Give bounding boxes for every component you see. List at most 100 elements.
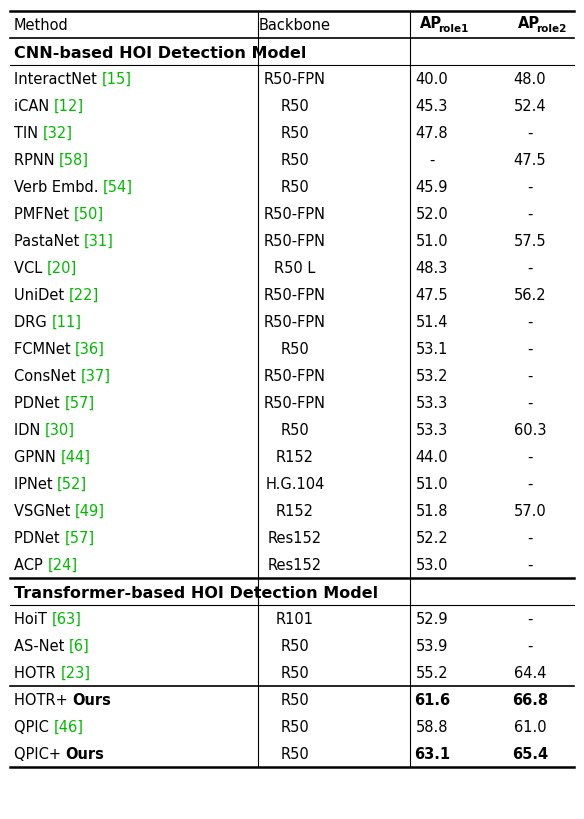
Text: [37]: [37] xyxy=(81,369,110,383)
Text: R50: R50 xyxy=(281,638,310,654)
Text: 45.9: 45.9 xyxy=(416,180,449,195)
Text: Ours: Ours xyxy=(72,692,111,707)
Text: R50: R50 xyxy=(281,423,310,437)
Text: PMFNet: PMFNet xyxy=(14,206,74,222)
Text: iCAN: iCAN xyxy=(14,99,54,114)
Text: VSGNet: VSGNet xyxy=(14,504,75,518)
Text: [12]: [12] xyxy=(54,99,84,114)
Text: ACP: ACP xyxy=(14,557,47,572)
Text: PDNet: PDNet xyxy=(14,531,64,545)
Text: 57.0: 57.0 xyxy=(513,504,547,518)
Text: 52.9: 52.9 xyxy=(416,611,449,627)
Text: IPNet: IPNet xyxy=(14,477,57,491)
Text: AP: AP xyxy=(420,16,442,31)
Text: 52.2: 52.2 xyxy=(416,531,449,545)
Text: TIN: TIN xyxy=(14,126,43,141)
Text: Verb Embd.: Verb Embd. xyxy=(14,180,103,195)
Text: 53.3: 53.3 xyxy=(416,423,448,437)
Text: RPNN: RPNN xyxy=(14,153,59,168)
Text: -: - xyxy=(527,611,533,627)
Text: -: - xyxy=(527,450,533,464)
Text: 52.4: 52.4 xyxy=(514,99,546,114)
Text: R50-FPN: R50-FPN xyxy=(264,287,326,303)
Text: R50-FPN: R50-FPN xyxy=(264,314,326,329)
Text: ConsNet: ConsNet xyxy=(14,369,81,383)
Text: DRG: DRG xyxy=(14,314,51,329)
Text: Method: Method xyxy=(14,18,69,33)
Text: -: - xyxy=(527,477,533,491)
Text: R50: R50 xyxy=(281,746,310,761)
Text: R50-FPN: R50-FPN xyxy=(264,206,326,222)
Text: R152: R152 xyxy=(276,504,314,518)
Text: 64.4: 64.4 xyxy=(514,665,546,680)
Text: HOTR+: HOTR+ xyxy=(14,692,72,707)
Text: R50-FPN: R50-FPN xyxy=(264,369,326,383)
Text: -: - xyxy=(527,126,533,141)
Text: [20]: [20] xyxy=(47,260,77,276)
Text: [15]: [15] xyxy=(102,72,131,87)
Text: -: - xyxy=(527,206,533,222)
Text: [30]: [30] xyxy=(45,423,75,437)
Text: -: - xyxy=(527,369,533,383)
Text: 53.3: 53.3 xyxy=(416,396,448,410)
Text: R50-FPN: R50-FPN xyxy=(264,72,326,87)
Text: PDNet: PDNet xyxy=(14,396,64,410)
Text: -: - xyxy=(527,342,533,356)
Text: role2: role2 xyxy=(536,25,566,34)
Text: [58]: [58] xyxy=(59,153,89,168)
Text: -: - xyxy=(527,180,533,195)
Text: PastaNet: PastaNet xyxy=(14,233,84,249)
Text: -: - xyxy=(527,396,533,410)
Text: [46]: [46] xyxy=(54,719,84,734)
Text: R50-FPN: R50-FPN xyxy=(264,233,326,249)
Text: 47.5: 47.5 xyxy=(514,153,546,168)
Text: -: - xyxy=(527,314,533,329)
Text: -: - xyxy=(527,260,533,276)
Text: Res152: Res152 xyxy=(268,531,322,545)
Text: 65.4: 65.4 xyxy=(512,746,548,761)
Text: [11]: [11] xyxy=(51,314,81,329)
Text: FCMNet: FCMNet xyxy=(14,342,75,356)
Text: 57.5: 57.5 xyxy=(514,233,546,249)
Text: [32]: [32] xyxy=(43,126,73,141)
Text: 51.8: 51.8 xyxy=(416,504,449,518)
Text: 51.0: 51.0 xyxy=(416,477,449,491)
Text: R152: R152 xyxy=(276,450,314,464)
Text: [24]: [24] xyxy=(47,557,78,572)
Text: -: - xyxy=(429,153,434,168)
Text: [22]: [22] xyxy=(69,287,99,303)
Text: R50: R50 xyxy=(281,153,310,168)
Text: AS-Net: AS-Net xyxy=(14,638,69,654)
Text: GPNN: GPNN xyxy=(14,450,61,464)
Text: R50-FPN: R50-FPN xyxy=(264,396,326,410)
Text: 48.3: 48.3 xyxy=(416,260,448,276)
Text: [31]: [31] xyxy=(84,233,114,249)
Text: 60.3: 60.3 xyxy=(514,423,546,437)
Text: 53.1: 53.1 xyxy=(416,342,448,356)
Text: R50: R50 xyxy=(281,719,310,734)
Text: -: - xyxy=(527,531,533,545)
Text: role1: role1 xyxy=(438,25,468,34)
Text: 56.2: 56.2 xyxy=(514,287,546,303)
Text: [23]: [23] xyxy=(60,665,91,680)
Text: [57]: [57] xyxy=(64,396,95,410)
Text: [49]: [49] xyxy=(75,504,105,518)
Text: Backbone: Backbone xyxy=(259,18,331,33)
Text: 44.0: 44.0 xyxy=(416,450,449,464)
Text: 53.2: 53.2 xyxy=(416,369,449,383)
Text: -: - xyxy=(527,638,533,654)
Text: 48.0: 48.0 xyxy=(514,72,546,87)
Text: CNN-based HOI Detection Model: CNN-based HOI Detection Model xyxy=(14,46,307,61)
Text: 40.0: 40.0 xyxy=(416,72,449,87)
Text: 66.8: 66.8 xyxy=(512,692,548,707)
Text: 51.4: 51.4 xyxy=(416,314,449,329)
Text: [6]: [6] xyxy=(69,638,90,654)
Text: 47.8: 47.8 xyxy=(416,126,449,141)
Text: [36]: [36] xyxy=(75,342,105,356)
Text: 51.0: 51.0 xyxy=(416,233,449,249)
Text: R101: R101 xyxy=(276,611,314,627)
Text: [52]: [52] xyxy=(57,477,88,491)
Text: [50]: [50] xyxy=(74,206,104,222)
Text: 47.5: 47.5 xyxy=(416,287,449,303)
Text: R50: R50 xyxy=(281,99,310,114)
